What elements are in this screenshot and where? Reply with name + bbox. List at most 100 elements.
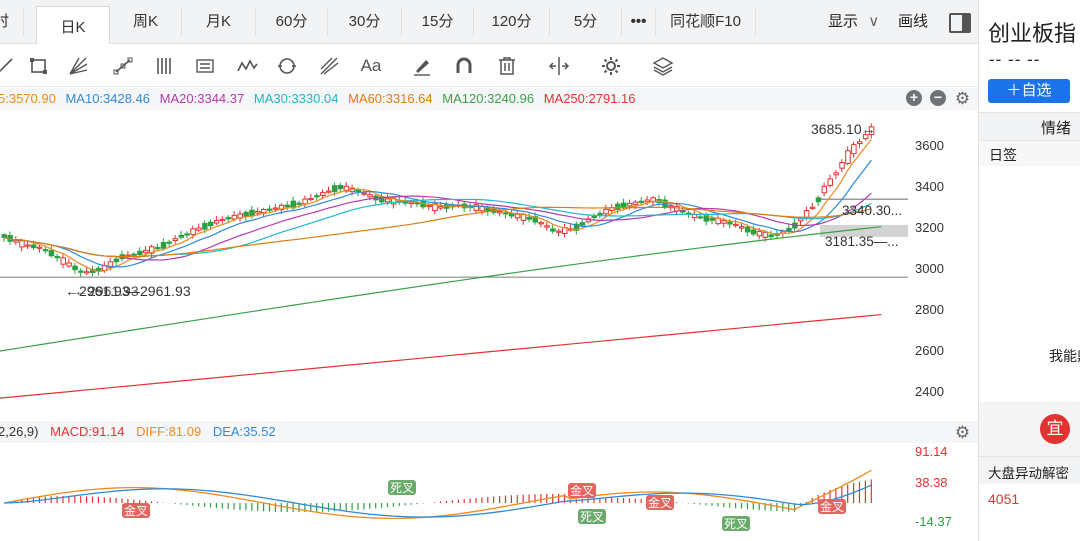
fan-icon[interactable]	[65, 53, 91, 79]
candle-body	[42, 249, 49, 252]
sentiment-tab[interactable]: 情绪	[1041, 120, 1072, 137]
candle-body	[190, 228, 196, 236]
y-tick-3400: 3400	[915, 179, 944, 194]
candle-body	[137, 250, 143, 256]
candle-body	[550, 228, 556, 232]
golden-cross-badge[interactable]: 金叉	[646, 495, 674, 510]
signal-label: 金叉	[820, 499, 844, 514]
node-line-icon[interactable]	[110, 53, 136, 79]
candle-body	[302, 198, 308, 205]
panel-toggle-icon[interactable]	[949, 13, 971, 33]
low-price-label: ←2961.93	[65, 283, 130, 299]
tab-monthly-k[interactable]: 月K	[182, 8, 256, 36]
display-dropdown[interactable]: 显示 ∨	[828, 8, 879, 36]
candle-body	[149, 246, 155, 254]
candle-body	[744, 226, 751, 233]
tab-120min[interactable]: 120分	[474, 8, 550, 36]
candle-body	[827, 178, 833, 186]
candle-body	[851, 144, 857, 155]
golden-cross-badge[interactable]: 金叉	[568, 483, 596, 498]
text-icon[interactable]: Aa	[360, 56, 382, 75]
candle-body	[343, 185, 350, 192]
split-icon[interactable]	[546, 53, 572, 79]
magnet-icon[interactable]	[451, 53, 477, 79]
high-price-label: 3685.10→	[811, 121, 876, 137]
wave-icon[interactable]	[234, 53, 260, 79]
signal-label: 死叉	[390, 481, 414, 495]
draw-line-button[interactable]: 画线	[898, 13, 929, 30]
candle-body	[261, 208, 267, 214]
zoom-out-icon[interactable]: −	[930, 90, 946, 106]
golden-cross-badge[interactable]: 金叉	[122, 503, 150, 518]
rectangle-icon[interactable]	[26, 53, 52, 79]
dead-cross-badge[interactable]: 死叉	[722, 516, 750, 531]
index-price-placeholder: -- -- --	[989, 50, 1041, 69]
candle-body	[668, 205, 674, 208]
signal-label: 金叉	[648, 495, 672, 510]
tab-daily-k[interactable]: 日K	[36, 6, 110, 44]
tab-time[interactable]: 时	[0, 8, 24, 36]
candle-body	[857, 141, 863, 145]
more-tabs-button[interactable]: •••	[622, 8, 656, 36]
cycle-icon[interactable]	[274, 53, 300, 79]
display-label: 显示	[828, 13, 859, 30]
candle-body	[278, 204, 285, 211]
add-watchlist-button[interactable]: ＋自选	[988, 79, 1070, 103]
ma60-value: MA60:3316.64	[348, 91, 433, 106]
y-tick-2600: 2600	[915, 343, 944, 358]
tab-f10[interactable]: 同花顺F10	[656, 8, 756, 36]
candle-body	[697, 216, 704, 219]
market-anomaly-label[interactable]: 大盘异动解密	[988, 466, 1069, 481]
candle-body	[514, 213, 521, 219]
candle-body	[473, 204, 479, 212]
crosshair-icon[interactable]	[0, 53, 18, 79]
candle-body	[213, 219, 220, 224]
candle-body	[762, 231, 769, 238]
dead-cross-badge[interactable]: 死叉	[578, 509, 606, 524]
candle-body	[107, 261, 114, 268]
candle-body	[591, 215, 597, 219]
tab-weekly-k[interactable]: 周K	[110, 8, 182, 36]
candle-body	[821, 185, 828, 194]
kline-chart[interactable]	[0, 110, 978, 421]
can-say-label: 我能鼎	[1049, 348, 1080, 364]
tab-30min[interactable]: 30分	[328, 8, 402, 36]
candle-body	[367, 194, 373, 198]
ma-settings-gear-icon[interactable]: ⚙	[954, 89, 971, 108]
candle-body	[272, 207, 279, 210]
settings-icon[interactable]	[598, 53, 624, 79]
zoom-in-icon[interactable]: +	[906, 90, 922, 106]
macd-settings-gear-icon[interactable]: ⚙	[954, 423, 971, 442]
layers-icon[interactable]	[650, 53, 676, 79]
y-tick-2400: 2400	[915, 384, 944, 399]
text-box-icon[interactable]	[192, 53, 218, 79]
candle-body	[727, 221, 733, 225]
dead-cross-badge[interactable]: 死叉	[388, 480, 416, 495]
candle-body	[355, 189, 361, 193]
candle-body	[739, 226, 745, 229]
candle-body	[845, 150, 851, 164]
tab-60min[interactable]: 60分	[256, 8, 328, 36]
ma20-line	[3, 192, 872, 261]
candle-body	[597, 212, 603, 215]
ma-legend: 5:3570.90 MA10:3428.46 MA20:3344.37 MA30…	[0, 88, 978, 110]
trash-icon[interactable]	[494, 53, 520, 79]
candle-body	[603, 208, 609, 215]
candle-body	[414, 202, 420, 205]
golden-cross-badge[interactable]: 金叉	[818, 499, 846, 514]
signal-label: 金叉	[570, 483, 594, 498]
fork-icon[interactable]	[316, 53, 342, 79]
dea-line	[3, 484, 872, 518]
bars-icon[interactable]	[152, 53, 178, 79]
diff-value: DIFF:81.09	[136, 424, 202, 439]
candle-body	[314, 195, 320, 198]
tab-5min[interactable]: 5分	[550, 8, 622, 36]
candle-body	[662, 199, 668, 208]
macd-tick-mid: 38.38	[915, 475, 948, 490]
tab-15min[interactable]: 15分	[402, 8, 474, 36]
candle-body	[66, 262, 72, 267]
y-tick-3000: 3000	[915, 261, 944, 276]
pen-icon[interactable]	[409, 53, 435, 79]
macd-value: MACD:91.14	[50, 424, 125, 439]
